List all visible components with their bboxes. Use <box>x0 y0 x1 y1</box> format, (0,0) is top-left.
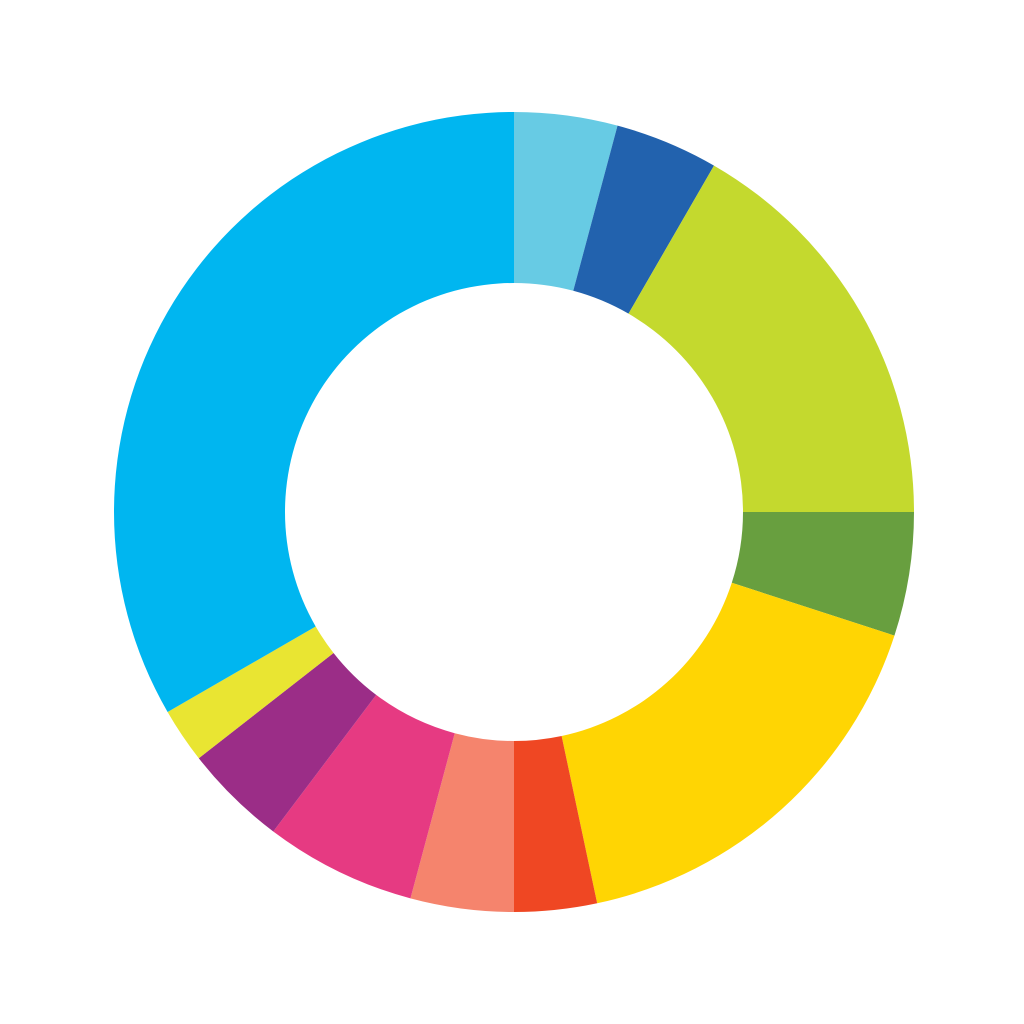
donut-slice-3 <box>628 165 914 512</box>
donut-slice-4 <box>731 512 914 636</box>
donut-slice-6 <box>514 735 598 912</box>
donut-slice-2 <box>573 125 714 314</box>
donut-slice-1 <box>514 112 618 291</box>
donut-slice-8 <box>273 694 455 899</box>
donut-slice-5 <box>561 582 895 904</box>
donut-slice-11 <box>114 112 515 712</box>
donut-slice-9 <box>198 652 377 832</box>
donut-slice-10 <box>167 626 334 759</box>
donut-slice-7 <box>410 733 514 912</box>
